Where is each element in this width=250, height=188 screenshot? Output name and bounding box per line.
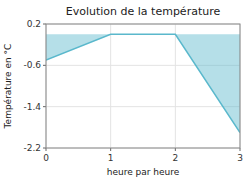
x-axis-label: heure par heure: [107, 167, 180, 177]
tick-label-y: -2.2: [23, 143, 41, 153]
tick-label-x: 1: [108, 153, 114, 163]
tick-label-x: 0: [43, 153, 49, 163]
area: [46, 34, 240, 132]
line: [46, 34, 240, 132]
chart-svg: 0.2 -0.6 -1.4 -2.20 1 2 3 Evolution de la tempé…: [0, 0, 250, 188]
chart-container: 0.2 -0.6 -1.4 -2.20 1 2 3 Evolution de la tempé…: [0, 0, 250, 188]
tick-label-x: 3: [237, 153, 243, 163]
tick-label-y: -1.4: [23, 102, 41, 112]
grid-line-x: [110, 24, 111, 148]
plot-background: [46, 24, 240, 148]
grid-line-y: [46, 106, 240, 107]
y-axis-label: Température en °C: [3, 44, 13, 130]
grid-line-x: [175, 24, 176, 148]
axes: 0.2 -0.6 -1.4 -2.20 1 2 3: [23, 19, 242, 163]
data-group: [46, 34, 240, 132]
plot-frame: [46, 24, 240, 148]
title: Evolution de la température: [66, 5, 221, 18]
tick-label-y: 0.2: [27, 19, 41, 29]
tick-label-x: 2: [172, 153, 178, 163]
tick-label-y: -0.6: [23, 60, 41, 70]
